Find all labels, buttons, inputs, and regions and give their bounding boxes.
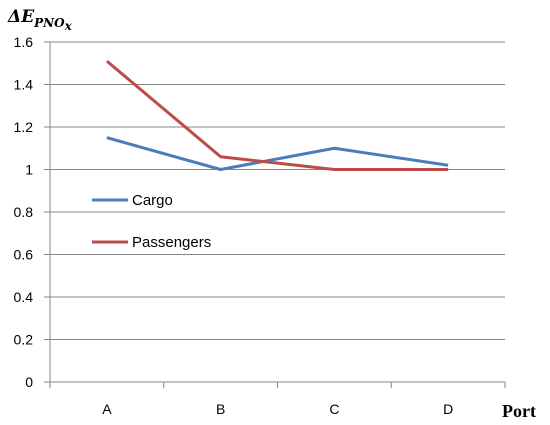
y-tick-label: 1.2	[14, 119, 34, 135]
x-tick-label: D	[443, 401, 453, 417]
y-axis-label: ΔEPNOx	[7, 7, 73, 33]
y-tick-labels: 0 0.2 0.4 0.6 0.8 1 1.2 1.4 1.6	[14, 34, 34, 390]
y-axis-label-sub: PNO	[33, 16, 65, 30]
gridlines	[50, 41, 505, 340]
x-tick-labels: A B C D	[102, 401, 453, 417]
x-tick-label: C	[329, 401, 339, 417]
x-axis-label: Port	[502, 401, 536, 421]
legend-label-passengers: Passengers	[132, 234, 211, 251]
y-axis-label-subsub: x	[64, 19, 73, 33]
axes	[44, 41, 506, 388]
y-tick-label: 0.2	[14, 332, 34, 348]
y-axis-label-main: ΔE	[7, 7, 35, 27]
y-tick-label: 0.8	[14, 204, 34, 220]
series-line-passengers	[105, 59, 449, 171]
x-tick-label: B	[216, 401, 225, 417]
y-tick-label: 1.4	[14, 77, 34, 93]
y-tick-label: 1	[25, 162, 33, 178]
y-tick-label: 0.4	[14, 289, 34, 305]
legend-label-cargo: Cargo	[132, 192, 173, 209]
legend: Cargo Passengers	[92, 192, 211, 251]
x-tick-label: A	[102, 401, 112, 417]
y-tick-label: 1.6	[14, 34, 34, 50]
y-tick-label: 0.6	[14, 247, 34, 263]
y-tick-label: 0	[25, 374, 33, 390]
series-line-cargo	[106, 136, 449, 171]
series-lines	[105, 59, 449, 171]
